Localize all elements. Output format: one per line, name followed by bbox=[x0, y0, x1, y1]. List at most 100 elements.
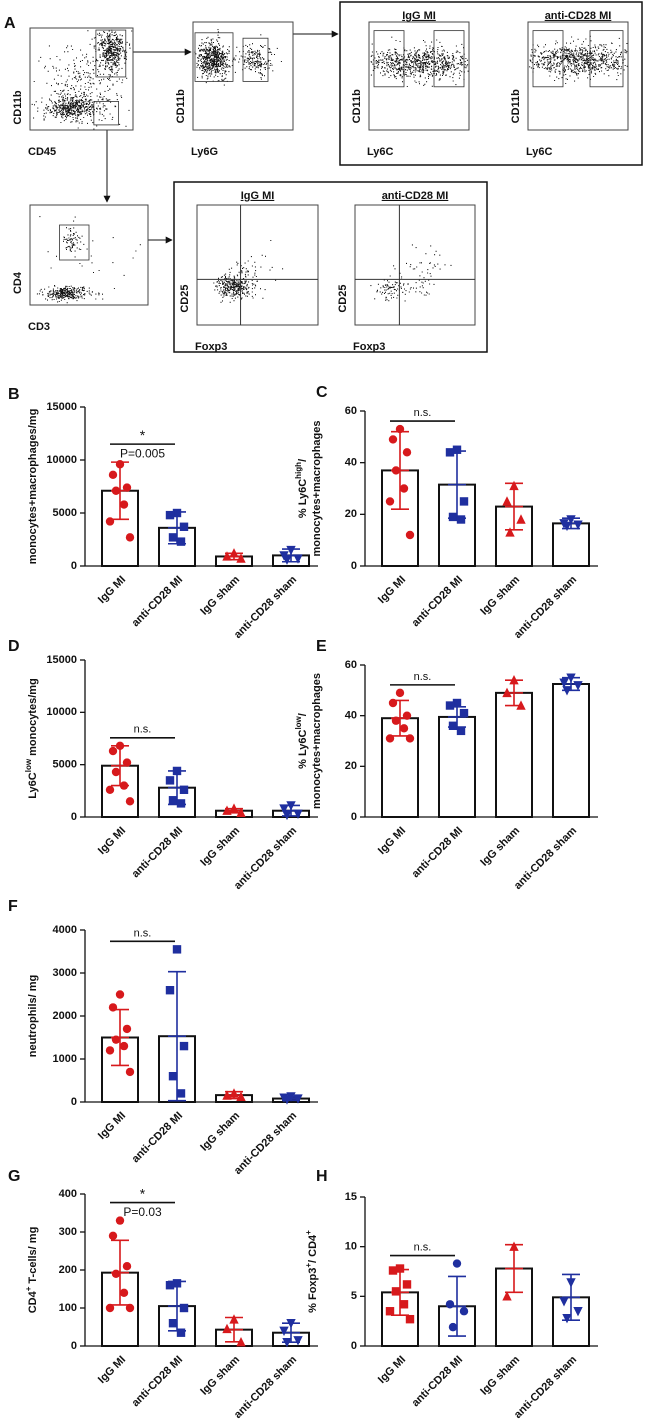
y-tick-label: 5 bbox=[351, 1290, 357, 1302]
data-point bbox=[176, 1328, 186, 1337]
x-tick-label: anti-CD28 MI bbox=[130, 574, 186, 630]
x-tick-label: anti-CD28 sham bbox=[232, 1354, 299, 1421]
data-point bbox=[286, 801, 296, 811]
data-point bbox=[115, 741, 125, 751]
data-point bbox=[566, 1278, 576, 1288]
x-tick-label: IgG sham bbox=[478, 825, 522, 869]
data-point bbox=[222, 1090, 232, 1100]
flow-dots bbox=[370, 244, 452, 302]
data-point bbox=[111, 767, 121, 777]
bar bbox=[552, 522, 590, 567]
y-tick-label: 15 bbox=[345, 1191, 357, 1203]
x-tick-label: anti-CD28 sham bbox=[512, 825, 579, 892]
data-point bbox=[456, 515, 466, 524]
panel-letter: C bbox=[316, 384, 328, 401]
data-point bbox=[119, 781, 129, 790]
data-point bbox=[459, 708, 469, 718]
data-point bbox=[229, 1314, 239, 1324]
plot-title: anti-CD28 MI bbox=[382, 190, 449, 202]
data-point bbox=[279, 804, 289, 814]
data-point bbox=[562, 1313, 572, 1324]
data-point bbox=[385, 734, 395, 743]
data-point bbox=[282, 810, 292, 821]
y-axis-label-part: / bbox=[297, 459, 309, 462]
data-point bbox=[105, 1046, 115, 1055]
data-point bbox=[236, 553, 246, 563]
y-tick-label: 100 bbox=[59, 1302, 77, 1314]
axis-label: Ly6C bbox=[526, 146, 553, 158]
y-axis-label-part: CD4 bbox=[27, 1290, 39, 1313]
x-tick-label: anti-CD28 MI bbox=[410, 574, 466, 630]
data-point bbox=[562, 686, 572, 696]
bar bbox=[495, 691, 533, 818]
y-axis-label-part: T-cells/ mg bbox=[27, 1227, 39, 1287]
x-tick-label: IgG MI bbox=[376, 1354, 408, 1386]
data-point bbox=[108, 1003, 118, 1012]
y-axis-label-part: Ly6C bbox=[27, 772, 39, 799]
data-point bbox=[229, 803, 239, 813]
data-point bbox=[502, 687, 512, 698]
significance-label: * bbox=[140, 427, 146, 443]
flow-plot-frame bbox=[196, 204, 319, 326]
flow-dots bbox=[370, 36, 469, 88]
data-point bbox=[391, 466, 401, 475]
axis-label: CD11b bbox=[351, 89, 363, 124]
data-point bbox=[559, 678, 569, 688]
data-point bbox=[573, 520, 583, 530]
x-tick-label: IgG MI bbox=[96, 1354, 128, 1386]
y-axis-label: % Ly6Chigh/ bbox=[294, 459, 309, 518]
data-point bbox=[388, 698, 398, 708]
data-point bbox=[222, 551, 232, 561]
data-point bbox=[176, 799, 186, 808]
significance-label: n.s. bbox=[414, 671, 432, 683]
y-tick-label: 2000 bbox=[53, 1010, 77, 1022]
bar bbox=[552, 683, 590, 818]
x-tick-label: anti-CD28 MI bbox=[130, 1354, 186, 1410]
gate bbox=[532, 30, 564, 88]
y-axis-label: monocytes+macrophages/mg bbox=[27, 409, 39, 565]
x-tick-label: IgG sham bbox=[198, 574, 242, 618]
y-tick-label: 10000 bbox=[46, 454, 77, 466]
data-point bbox=[505, 527, 515, 537]
y-axis-label-part: + bbox=[304, 1230, 313, 1235]
data-point bbox=[516, 514, 526, 524]
panel-letter: G bbox=[8, 1168, 20, 1185]
data-point bbox=[168, 1072, 178, 1081]
x-tick-label: anti-CD28 sham bbox=[512, 1354, 579, 1421]
data-point bbox=[395, 1264, 405, 1273]
data-point bbox=[168, 1319, 178, 1328]
data-point bbox=[165, 776, 175, 785]
data-point bbox=[119, 1041, 129, 1051]
data-point bbox=[222, 1323, 232, 1334]
y-axis-label-part: neutrophils/ mg bbox=[27, 975, 39, 1058]
plot-title: IgG MI bbox=[402, 10, 436, 22]
data-point bbox=[459, 1307, 469, 1316]
axis-label: CD11b bbox=[510, 89, 522, 124]
data-point bbox=[108, 746, 118, 756]
y-tick-label: 15000 bbox=[46, 401, 77, 413]
data-point bbox=[385, 497, 395, 506]
y-axis-label: % Foxp3+/ CD4+ bbox=[304, 1230, 319, 1313]
y-tick-label: 200 bbox=[59, 1264, 77, 1276]
flow-dots bbox=[529, 35, 628, 85]
y-axis-label-part: / bbox=[297, 713, 309, 716]
data-point bbox=[286, 1092, 296, 1102]
data-point bbox=[168, 796, 178, 805]
y-axis-label-part: monocytes+macrophages bbox=[311, 673, 323, 809]
data-point bbox=[395, 688, 405, 698]
data-point bbox=[172, 1279, 182, 1288]
gate bbox=[242, 37, 269, 82]
y-tick-label: 0 bbox=[351, 811, 357, 823]
data-point bbox=[108, 470, 118, 480]
y-axis-label: CD4+ T-cells/ mg bbox=[24, 1227, 39, 1314]
data-point bbox=[293, 554, 303, 564]
flow-plot-frame bbox=[527, 21, 629, 131]
flow-plot-frame bbox=[368, 21, 470, 131]
x-tick-label: IgG sham bbox=[478, 574, 522, 618]
data-point bbox=[459, 497, 469, 506]
axis-label: Ly6G bbox=[191, 146, 218, 158]
data-point bbox=[108, 1231, 118, 1241]
data-point bbox=[125, 1067, 135, 1077]
gate bbox=[433, 30, 465, 88]
group-box bbox=[173, 181, 488, 353]
